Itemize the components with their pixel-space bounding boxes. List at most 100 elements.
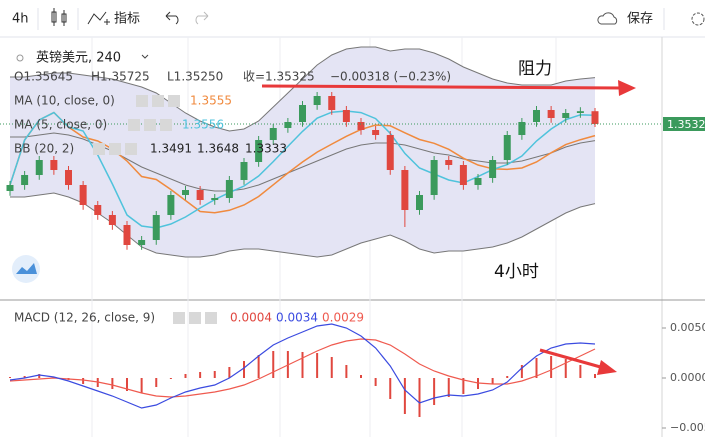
candle-body — [386, 135, 394, 170]
ma-line — [9, 111, 596, 214]
macd-legend[interactable]: MACD (12, 26, close, 9) — [14, 311, 155, 325]
candle-body — [459, 165, 467, 185]
candle-body — [284, 122, 292, 128]
candle-body — [342, 110, 350, 122]
histogram-bar — [579, 365, 582, 378]
candle-body — [152, 215, 160, 240]
candle-body — [35, 160, 43, 175]
candle-body — [489, 160, 497, 178]
bb-middle-value: 1.3491 — [150, 142, 192, 156]
undo-button[interactable] — [165, 11, 179, 25]
legend-buttons[interactable] — [93, 95, 180, 155]
ohlc-close: 收=1.35325 — [243, 70, 315, 84]
histogram-bar — [38, 374, 41, 378]
indicators-button[interactable]: 指标 — [114, 12, 140, 27]
macd-value: 0.0034 — [276, 311, 318, 325]
histogram-value: 0.0004 — [230, 311, 272, 325]
candle-body — [416, 195, 423, 210]
arrow-head — [618, 80, 636, 96]
histogram-bar — [257, 355, 260, 378]
candle-body — [562, 113, 570, 118]
histogram-bar — [23, 376, 26, 378]
price-axis: 1.35325 0.00500 0.00000 −0.00500 — [662, 117, 705, 434]
histogram-bar — [169, 378, 172, 379]
candle-body — [225, 180, 233, 198]
candle-body — [240, 162, 248, 180]
candle-body — [21, 175, 29, 185]
bb-lower-value: 1.3333 — [245, 142, 287, 156]
candle-body — [357, 122, 365, 130]
histogram-bar — [243, 361, 245, 378]
candle-body — [401, 170, 409, 210]
bb-legend[interactable]: BB (20, 2) — [14, 142, 74, 156]
candle-body — [255, 140, 263, 162]
macd-plot — [9, 323, 596, 417]
candle-body — [123, 225, 131, 245]
candle-body — [430, 160, 438, 195]
candle-body — [211, 198, 219, 200]
candle-body — [138, 240, 146, 245]
histogram-bar — [433, 378, 436, 405]
candle-body — [65, 170, 72, 185]
ohlc-change: −0.00318 (−0.23%) — [330, 70, 451, 84]
logo — [12, 255, 40, 283]
histogram-bar — [272, 351, 275, 378]
save-button[interactable]: 保存 — [627, 12, 653, 27]
bb-upper-value: 1.3648 — [197, 142, 239, 156]
histogram-bar — [418, 378, 421, 417]
ma10-legend[interactable]: MA (10, close, 0) — [14, 94, 115, 108]
legend-dot — [16, 54, 24, 62]
y-tick-label: 0.00000 — [670, 371, 705, 384]
histogram-bar — [564, 359, 567, 378]
candle-body — [167, 195, 175, 215]
ma5-value: 1.3556 — [182, 118, 224, 132]
symbol-title[interactable]: 英镑美元, 240 — [36, 50, 121, 66]
candle-body — [79, 185, 87, 205]
bb-middle — [10, 132, 596, 192]
histogram-bar — [374, 378, 377, 386]
histogram-bar — [126, 378, 128, 391]
candle-body — [299, 105, 306, 122]
toolbar — [0, 0, 705, 37]
candle-body — [547, 110, 555, 118]
histogram-bar — [506, 376, 509, 378]
ohlc-low: L1.35250 — [167, 70, 223, 84]
settings-button[interactable] — [691, 12, 705, 26]
histogram-bar — [9, 377, 11, 378]
candle-body — [196, 190, 204, 200]
ma5-legend[interactable]: MA (5, close, 0) — [14, 118, 107, 132]
histogram-bar — [550, 356, 553, 378]
candle-body — [328, 96, 336, 110]
candle-body — [6, 185, 14, 191]
candle-body — [518, 122, 526, 135]
histogram-bar — [228, 367, 231, 378]
histogram-bar — [199, 372, 202, 378]
histogram-bar — [403, 378, 406, 414]
indicator-plus — [104, 19, 110, 25]
price-tag-label: 1.35325 — [667, 118, 705, 131]
candle-body — [94, 205, 102, 215]
logo-mark — [16, 263, 37, 274]
candle-body — [269, 128, 277, 140]
redo-button[interactable] — [195, 11, 209, 25]
arrow-head — [597, 360, 617, 375]
histogram-bar — [316, 353, 319, 378]
candle-body — [313, 96, 321, 105]
histogram-bar — [491, 378, 494, 384]
candle-body — [182, 190, 189, 195]
histogram-bar — [345, 365, 348, 378]
histogram-bar — [389, 378, 392, 399]
y-tick-label: −0.00500 — [670, 421, 705, 434]
candle-body — [474, 178, 482, 185]
interval-button[interactable]: 4h — [12, 12, 29, 27]
histogram-bar — [447, 378, 450, 397]
histogram-bar — [155, 378, 158, 387]
ohlc-high: H1.35725 — [91, 70, 150, 84]
legend-buttons[interactable] — [173, 312, 217, 324]
histogram-bar — [111, 378, 114, 389]
chart-type-button[interactable] — [51, 8, 67, 26]
histogram-bar — [360, 375, 362, 378]
histogram-bar — [330, 357, 333, 378]
histogram-bar — [184, 374, 187, 378]
